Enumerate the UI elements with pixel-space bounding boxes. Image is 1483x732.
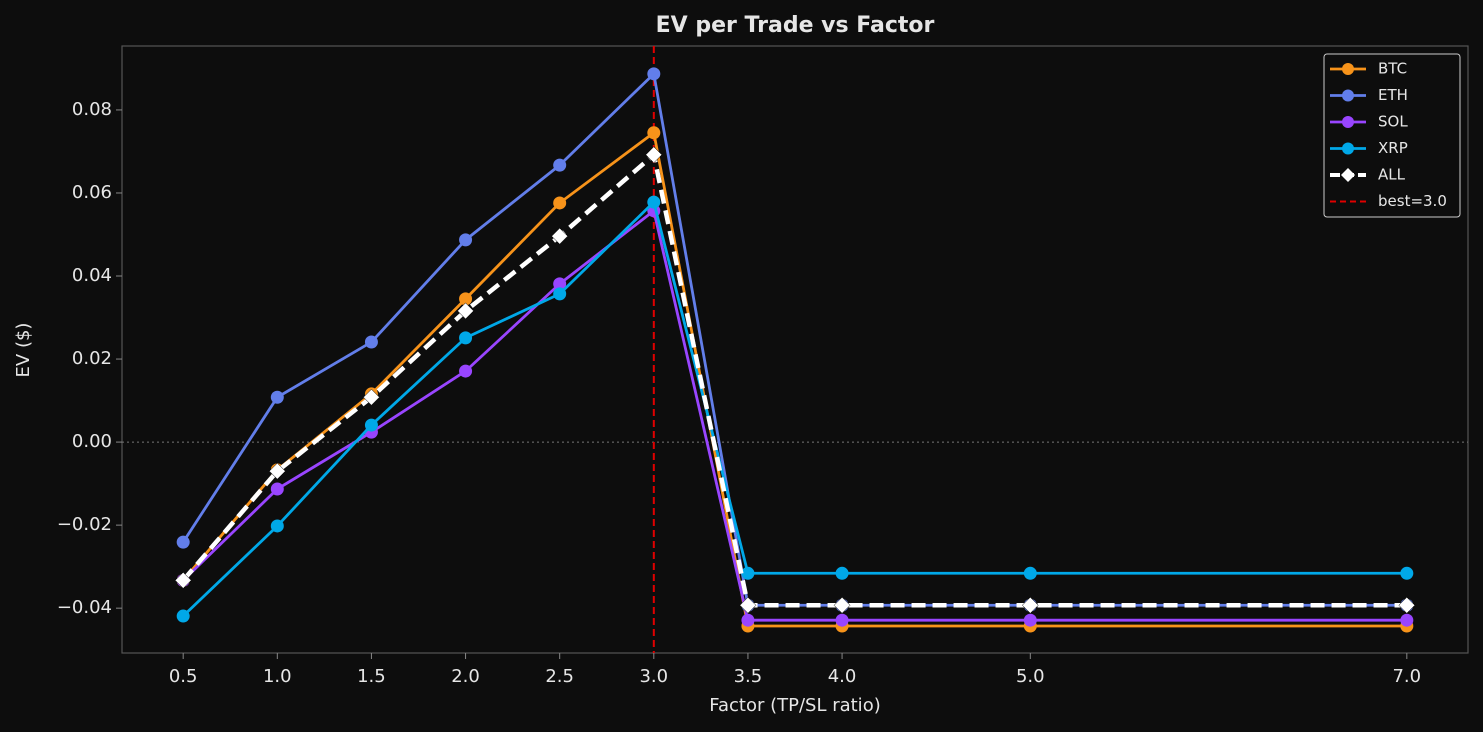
legend-marker bbox=[1342, 116, 1354, 128]
data-point bbox=[268, 462, 286, 480]
data-point bbox=[647, 67, 661, 81]
data-point bbox=[645, 146, 663, 164]
legend-marker bbox=[1342, 89, 1354, 102]
data-point bbox=[1400, 566, 1414, 580]
x-tick-label: 7.0 bbox=[1392, 666, 1421, 687]
data-point bbox=[553, 277, 567, 291]
y-tick-label: 0.02 bbox=[72, 348, 112, 369]
data-point bbox=[174, 571, 192, 589]
data-point bbox=[459, 364, 473, 378]
data-point bbox=[647, 195, 661, 209]
chart-title: EV per Trade vs Factor bbox=[656, 13, 935, 38]
y-tick-label: 0.00 bbox=[72, 431, 112, 452]
legend-label: ETH bbox=[1378, 86, 1408, 104]
data-point bbox=[459, 331, 473, 345]
x-tick-label: 3.0 bbox=[639, 666, 668, 687]
y-axis-label: EV ($) bbox=[13, 323, 34, 378]
legend-marker bbox=[1342, 63, 1354, 75]
plot-frame bbox=[121, 45, 1469, 654]
data-point bbox=[1400, 613, 1414, 627]
x-tick-label: 4.0 bbox=[828, 666, 857, 687]
data-point bbox=[363, 388, 380, 406]
data-point bbox=[459, 292, 473, 306]
legend-label: XRP bbox=[1378, 139, 1408, 157]
data-point bbox=[835, 566, 849, 580]
data-point bbox=[739, 596, 757, 614]
legend-label: ALL bbox=[1378, 166, 1406, 184]
legend-marker bbox=[1342, 142, 1354, 155]
x-axis-label: Factor (TP/SL ratio) bbox=[709, 695, 880, 716]
data-point bbox=[459, 233, 473, 247]
y-tick-label: 0.06 bbox=[72, 182, 112, 203]
data-point bbox=[1023, 566, 1037, 580]
x-tick-label: 5.0 bbox=[1016, 666, 1045, 687]
data-point bbox=[364, 335, 378, 349]
series-line bbox=[182, 131, 1407, 628]
data-point bbox=[270, 519, 284, 533]
data-point bbox=[1398, 596, 1416, 614]
data-point bbox=[835, 613, 849, 627]
x-tick-label: 1.5 bbox=[357, 666, 386, 687]
data-point bbox=[364, 418, 378, 432]
x-tick-label: 2.5 bbox=[545, 666, 574, 687]
data-point bbox=[551, 227, 569, 245]
data-point bbox=[553, 287, 567, 301]
y-tick-label: 0.08 bbox=[72, 99, 112, 120]
data-point bbox=[741, 613, 755, 627]
data-point bbox=[647, 126, 661, 140]
legend-marker bbox=[1341, 168, 1355, 182]
series-line bbox=[181, 152, 1407, 608]
data-point bbox=[270, 482, 284, 496]
legend-label: SOL bbox=[1378, 113, 1408, 131]
data-point bbox=[553, 196, 567, 210]
legend-label: BTC bbox=[1378, 60, 1407, 78]
y-tick-label: −0.04 bbox=[57, 597, 112, 618]
series-line bbox=[182, 200, 1407, 618]
data-point bbox=[553, 158, 567, 172]
data-point bbox=[176, 609, 190, 623]
x-tick-label: 3.5 bbox=[734, 666, 763, 687]
y-tick-label: −0.02 bbox=[57, 514, 112, 535]
data-point bbox=[176, 535, 190, 549]
data-point bbox=[741, 566, 755, 580]
data-point bbox=[1021, 596, 1039, 614]
x-tick-label: 0.5 bbox=[169, 666, 198, 687]
data-point bbox=[457, 302, 474, 320]
series-line bbox=[182, 209, 1407, 622]
legend-label: best=3.0 bbox=[1378, 192, 1447, 210]
data-point bbox=[833, 596, 851, 614]
x-tick-label: 2.0 bbox=[451, 666, 480, 687]
data-point bbox=[1023, 613, 1037, 627]
x-tick-label: 1.0 bbox=[263, 666, 292, 687]
y-tick-label: 0.04 bbox=[72, 265, 112, 286]
data-point bbox=[270, 390, 284, 404]
